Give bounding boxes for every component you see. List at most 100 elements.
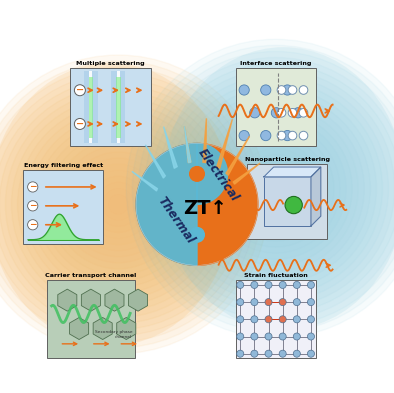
Circle shape <box>0 73 249 336</box>
Circle shape <box>265 281 272 288</box>
Text: Thermal: Thermal <box>154 194 196 246</box>
Text: −: − <box>76 119 84 129</box>
Circle shape <box>279 281 286 288</box>
Polygon shape <box>184 126 191 163</box>
Text: −: − <box>29 220 37 229</box>
Text: ZT↑: ZT↑ <box>183 199 227 218</box>
Text: −: − <box>29 201 37 210</box>
Circle shape <box>288 108 297 117</box>
Circle shape <box>299 86 308 94</box>
Polygon shape <box>58 289 77 311</box>
Text: Interface scattering: Interface scattering <box>240 61 311 66</box>
Polygon shape <box>164 127 177 168</box>
Polygon shape <box>93 318 112 340</box>
Circle shape <box>190 167 204 181</box>
Circle shape <box>251 299 258 306</box>
Polygon shape <box>105 289 124 311</box>
Circle shape <box>251 281 258 288</box>
Circle shape <box>279 299 286 306</box>
Text: Carrier transport channel: Carrier transport channel <box>45 273 137 278</box>
Polygon shape <box>226 136 249 175</box>
Polygon shape <box>203 118 206 163</box>
FancyBboxPatch shape <box>112 71 125 143</box>
Polygon shape <box>184 126 191 163</box>
FancyBboxPatch shape <box>89 77 93 138</box>
Circle shape <box>279 333 286 340</box>
Polygon shape <box>132 171 157 191</box>
Circle shape <box>145 57 394 320</box>
Text: −: − <box>29 182 37 191</box>
Circle shape <box>239 85 249 95</box>
FancyBboxPatch shape <box>84 71 98 143</box>
FancyBboxPatch shape <box>117 71 120 143</box>
Circle shape <box>293 350 300 357</box>
Circle shape <box>271 108 281 118</box>
Text: Nanoparticle scattering: Nanoparticle scattering <box>245 157 330 162</box>
Circle shape <box>251 333 258 340</box>
FancyBboxPatch shape <box>23 170 104 244</box>
Circle shape <box>251 316 258 323</box>
Circle shape <box>277 86 286 94</box>
Circle shape <box>237 316 244 323</box>
FancyBboxPatch shape <box>236 280 316 358</box>
Circle shape <box>0 67 256 342</box>
Circle shape <box>307 316 314 323</box>
Circle shape <box>265 299 272 306</box>
Circle shape <box>265 316 272 323</box>
Circle shape <box>282 130 292 141</box>
Circle shape <box>288 131 297 140</box>
Circle shape <box>277 108 286 117</box>
FancyBboxPatch shape <box>264 177 311 226</box>
Polygon shape <box>311 167 321 226</box>
Circle shape <box>293 316 300 323</box>
Text: −: − <box>76 85 84 95</box>
Circle shape <box>237 299 244 306</box>
Ellipse shape <box>0 63 232 346</box>
Polygon shape <box>136 143 227 265</box>
Text: Energy filtering effect: Energy filtering effect <box>24 163 103 168</box>
Text: Strain fluctuation: Strain fluctuation <box>244 273 307 278</box>
Circle shape <box>250 108 260 118</box>
Polygon shape <box>264 167 321 177</box>
Text: Multiple scattering: Multiple scattering <box>76 61 145 66</box>
Circle shape <box>279 316 286 323</box>
Circle shape <box>0 61 262 348</box>
FancyBboxPatch shape <box>236 68 316 146</box>
Circle shape <box>288 86 297 94</box>
Circle shape <box>136 143 258 265</box>
Circle shape <box>239 130 249 141</box>
Circle shape <box>265 333 272 340</box>
Circle shape <box>282 85 292 95</box>
Text: Electrical: Electrical <box>196 146 242 204</box>
Polygon shape <box>70 318 89 340</box>
Polygon shape <box>81 289 100 311</box>
Circle shape <box>28 182 38 192</box>
Text: Secondary phase
channel: Secondary phase channel <box>95 331 132 339</box>
Circle shape <box>237 281 244 288</box>
Circle shape <box>293 108 303 118</box>
Circle shape <box>138 51 394 326</box>
Circle shape <box>307 299 314 306</box>
Circle shape <box>299 108 308 117</box>
Circle shape <box>307 281 314 288</box>
Ellipse shape <box>162 47 394 330</box>
Circle shape <box>28 220 38 230</box>
Circle shape <box>307 350 314 357</box>
Polygon shape <box>217 119 232 168</box>
Circle shape <box>190 228 204 242</box>
Circle shape <box>251 350 258 357</box>
Circle shape <box>261 85 271 95</box>
Circle shape <box>293 281 300 288</box>
Circle shape <box>277 131 286 140</box>
Circle shape <box>237 350 244 357</box>
FancyBboxPatch shape <box>116 77 121 138</box>
Circle shape <box>265 350 272 357</box>
Circle shape <box>0 55 268 354</box>
Polygon shape <box>233 163 260 184</box>
Circle shape <box>307 333 314 340</box>
Circle shape <box>28 201 38 211</box>
Circle shape <box>74 85 85 96</box>
Circle shape <box>285 196 302 214</box>
Circle shape <box>279 350 286 357</box>
Circle shape <box>132 45 394 332</box>
